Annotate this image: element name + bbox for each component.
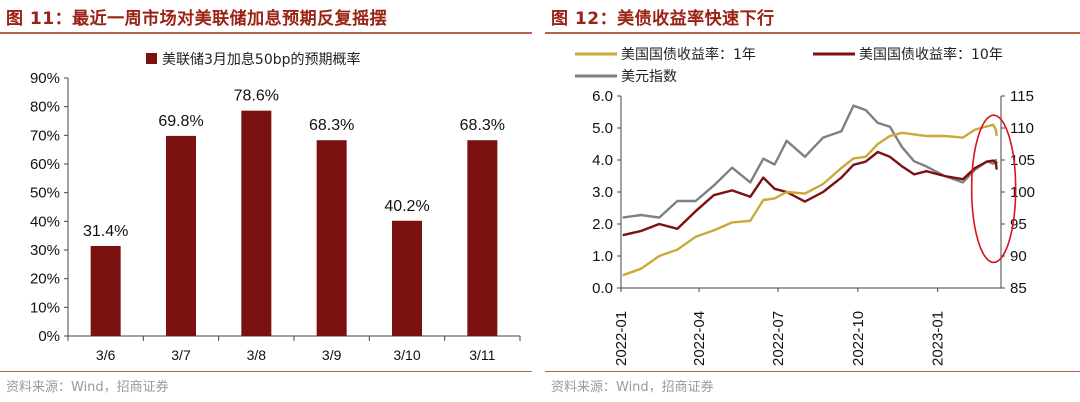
bar-3-9 (316, 140, 347, 336)
x-tick-label: 2022-04 (691, 311, 708, 366)
y-tick-label: 80% (30, 99, 60, 116)
data-label: 68.3% (460, 117, 505, 134)
annotation-ellipse (970, 114, 1017, 264)
bar-3-10 (392, 220, 422, 336)
y-tick-label: 30% (30, 242, 60, 259)
y-left-tick-label: 4.0 (592, 152, 613, 169)
y-tick-label: 0% (38, 328, 60, 345)
data-label: 31.4% (83, 223, 128, 240)
title-divider (0, 32, 532, 34)
x-tick-label: 2022-01 (613, 311, 630, 366)
bar-3-8 (241, 110, 272, 337)
series-line-yield-1y (622, 123, 998, 277)
legend-label: 美联储3月加息50bp的预期概率 (162, 51, 361, 68)
figure-title: 图 12：美债收益率快速下行 (551, 9, 775, 29)
x-tick-label: 3/6 (96, 347, 116, 363)
title-divider (545, 32, 1080, 34)
bar-3-7 (166, 135, 196, 336)
x-tick-label: 3/10 (393, 347, 420, 363)
legend-label: 美国国债收益率：1年 (621, 46, 756, 63)
panel-treasury-yields: 图 12：美债收益率快速下行 美国国债收益率：1年 美国国债收益率：10年美元指数… (545, 0, 1080, 402)
y-tick-label: 20% (30, 271, 60, 288)
legend-label: 美国国债收益率：10年 (859, 46, 1003, 63)
y-tick-label: 40% (30, 213, 60, 230)
x-tick-label: 3/7 (171, 347, 191, 363)
bar-chart: 美联储3月加息50bp的预期概率 0% 10% 20% 30% 40% 50% 60% 70% 8… (30, 51, 521, 363)
series-line-yield-10y (622, 150, 998, 237)
source-note: 资料来源：Wind，招商证券 (6, 380, 169, 395)
y-right-tick-label: 100 (1010, 184, 1035, 201)
y-right-tick-label: 85 (1010, 280, 1027, 297)
figure-title: 图 11：最近一周市场对美联储加息预期反复摇摆 (6, 9, 388, 29)
y-tick-label: 70% (30, 127, 60, 144)
y-right-tick-label: 90 (1010, 248, 1027, 265)
legend-label: 美元指数 (621, 69, 677, 85)
y-left-tick-label: 1.0 (592, 248, 613, 265)
x-tick-label: 3/8 (247, 347, 267, 363)
x-tick-label: 3/9 (322, 347, 342, 363)
x-tick-label: 3/11 (469, 347, 495, 363)
data-label: 78.6% (234, 88, 279, 105)
footer-divider (0, 371, 532, 372)
y-right-tick-label: 115 (1010, 88, 1034, 105)
legend-swatch (146, 53, 157, 64)
y-tick-label: 50% (30, 185, 60, 202)
y-left-tick-label: 6.0 (592, 88, 613, 105)
source-note: 资料来源：Wind，招商证券 (551, 380, 714, 395)
x-tick-label: 2022-07 (770, 311, 787, 366)
y-left-tick-label: 5.0 (592, 120, 613, 137)
data-label: 68.3% (309, 117, 354, 134)
y-left-tick-label: 0.0 (592, 280, 613, 297)
bar-3-6 (90, 245, 121, 336)
y-right-tick-label: 105 (1010, 152, 1035, 169)
data-label: 40.2% (384, 198, 429, 215)
y-tick-label: 10% (30, 299, 60, 316)
x-tick-label: 2022-10 (850, 311, 867, 366)
y-tick-label: 90% (30, 70, 60, 87)
y-right-tick-label: 110 (1010, 120, 1034, 137)
panel-fed-hike-probability: 图 11：最近一周市场对美联储加息预期反复摇摆 美联储3月加息50bp的预期概率… (0, 0, 532, 402)
x-tick-label: 2023-01 (930, 311, 947, 366)
y-tick-label: 60% (30, 156, 60, 173)
y-left-tick-label: 2.0 (592, 216, 613, 233)
data-label: 69.8% (158, 113, 203, 130)
bar-3-11 (467, 140, 498, 336)
series-line-dollar-index (622, 104, 998, 219)
footer-divider (545, 371, 1080, 372)
y-left-tick-label: 3.0 (592, 184, 613, 201)
